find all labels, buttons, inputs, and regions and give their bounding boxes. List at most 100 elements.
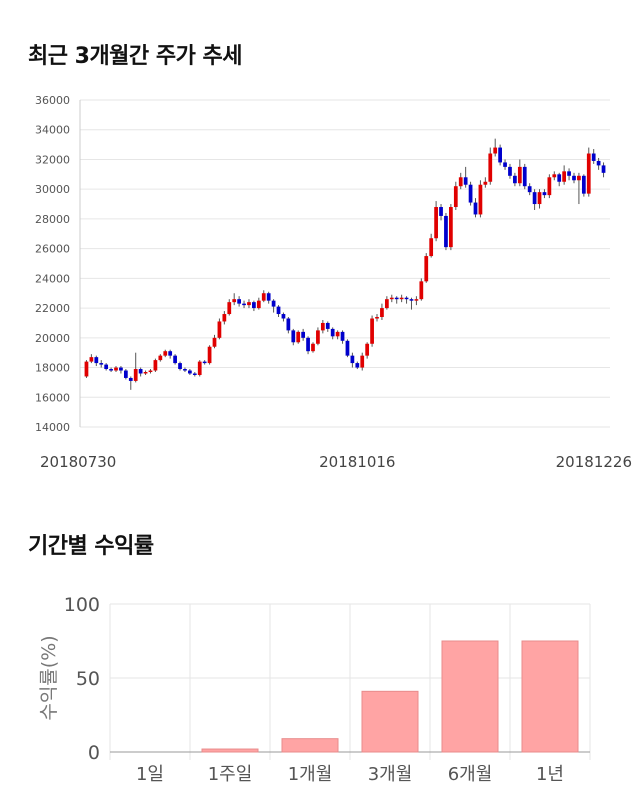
candle-body xyxy=(212,337,217,347)
candle-body xyxy=(370,318,374,344)
candle xyxy=(84,360,89,378)
candle xyxy=(414,296,419,306)
candle xyxy=(557,172,562,187)
candle xyxy=(188,369,192,375)
candle-body xyxy=(163,351,168,356)
candle-body xyxy=(89,357,94,362)
candle-body xyxy=(197,361,202,375)
candle-body xyxy=(311,343,315,352)
candle xyxy=(517,159,522,187)
candle xyxy=(478,180,483,218)
candle xyxy=(335,330,340,340)
candle-body xyxy=(483,181,488,185)
candle-body xyxy=(143,372,148,374)
candle xyxy=(380,303,384,320)
y-tick-label: 100 xyxy=(64,594,100,616)
candle xyxy=(281,312,286,322)
candle xyxy=(522,163,527,190)
candle-body xyxy=(232,299,237,303)
candle-body xyxy=(252,302,256,309)
candle-body xyxy=(567,171,571,176)
candle xyxy=(355,361,360,370)
y-tick-label: 20000 xyxy=(35,332,70,345)
candle-body xyxy=(119,367,123,371)
candle-body xyxy=(581,175,586,194)
candle xyxy=(581,174,586,197)
y-tick-label: 24000 xyxy=(35,272,70,285)
candle xyxy=(365,342,370,359)
x-category-label: 1주일 xyxy=(208,764,253,785)
candle xyxy=(217,318,222,340)
candle-body xyxy=(217,321,222,338)
candle xyxy=(296,330,301,344)
candle xyxy=(542,189,547,199)
candle xyxy=(532,189,537,210)
candle xyxy=(202,360,207,365)
candle xyxy=(133,352,138,383)
candle xyxy=(148,369,153,374)
candle-body xyxy=(173,355,177,364)
candle xyxy=(261,290,266,303)
candle-body xyxy=(350,355,355,364)
candle-body xyxy=(498,147,502,163)
candle-body xyxy=(389,297,394,300)
candle-body xyxy=(601,165,606,173)
candle xyxy=(572,172,576,184)
candle-body xyxy=(153,360,158,371)
candle xyxy=(601,162,606,178)
candle-body xyxy=(463,177,468,185)
x-category-label: 1년 xyxy=(536,764,564,785)
candle xyxy=(212,334,217,349)
candle-body xyxy=(522,166,527,187)
candle xyxy=(375,314,379,322)
candle-body xyxy=(399,297,404,300)
candle-body xyxy=(286,318,291,331)
candle xyxy=(266,291,271,304)
candle-body xyxy=(114,367,118,371)
candle xyxy=(291,328,296,346)
candle-body xyxy=(207,346,212,364)
candle-body xyxy=(552,174,557,178)
candle xyxy=(424,253,429,283)
candle xyxy=(439,204,443,221)
x-category-label: 3개월 xyxy=(368,764,413,785)
return-bar xyxy=(201,748,259,753)
candle-body xyxy=(123,370,128,378)
candle xyxy=(247,299,251,309)
candle-body xyxy=(517,166,522,184)
candle xyxy=(306,336,310,355)
candle-body xyxy=(527,186,532,193)
return-bar xyxy=(521,640,579,753)
x-category-label: 6개월 xyxy=(448,764,493,785)
candle-body xyxy=(227,302,232,315)
y-tick-label: 0 xyxy=(88,742,100,764)
candle xyxy=(434,201,438,242)
candle xyxy=(577,172,581,205)
return-bar xyxy=(361,690,419,753)
candle xyxy=(586,147,591,197)
candle xyxy=(493,138,498,157)
candle-body xyxy=(316,330,320,344)
candle-body xyxy=(266,293,271,301)
candle-body xyxy=(178,363,182,370)
candle-body xyxy=(148,370,153,373)
candle-body xyxy=(542,192,547,196)
x-tick-label: 20180730 xyxy=(40,453,116,471)
candle-body xyxy=(577,175,581,181)
candle xyxy=(419,278,424,301)
candle-body xyxy=(513,175,517,184)
candle xyxy=(370,315,374,347)
candle xyxy=(325,321,330,332)
x-tick-label: 20181226 xyxy=(556,453,632,471)
y-tick-label: 18000 xyxy=(35,362,70,375)
candle xyxy=(227,299,232,316)
candle xyxy=(301,328,306,341)
candle-body xyxy=(380,308,384,318)
candle xyxy=(89,354,94,364)
candle xyxy=(311,342,315,353)
candle xyxy=(527,183,532,196)
candle xyxy=(99,360,104,368)
candle-body xyxy=(596,160,601,166)
candle-body xyxy=(586,153,591,194)
